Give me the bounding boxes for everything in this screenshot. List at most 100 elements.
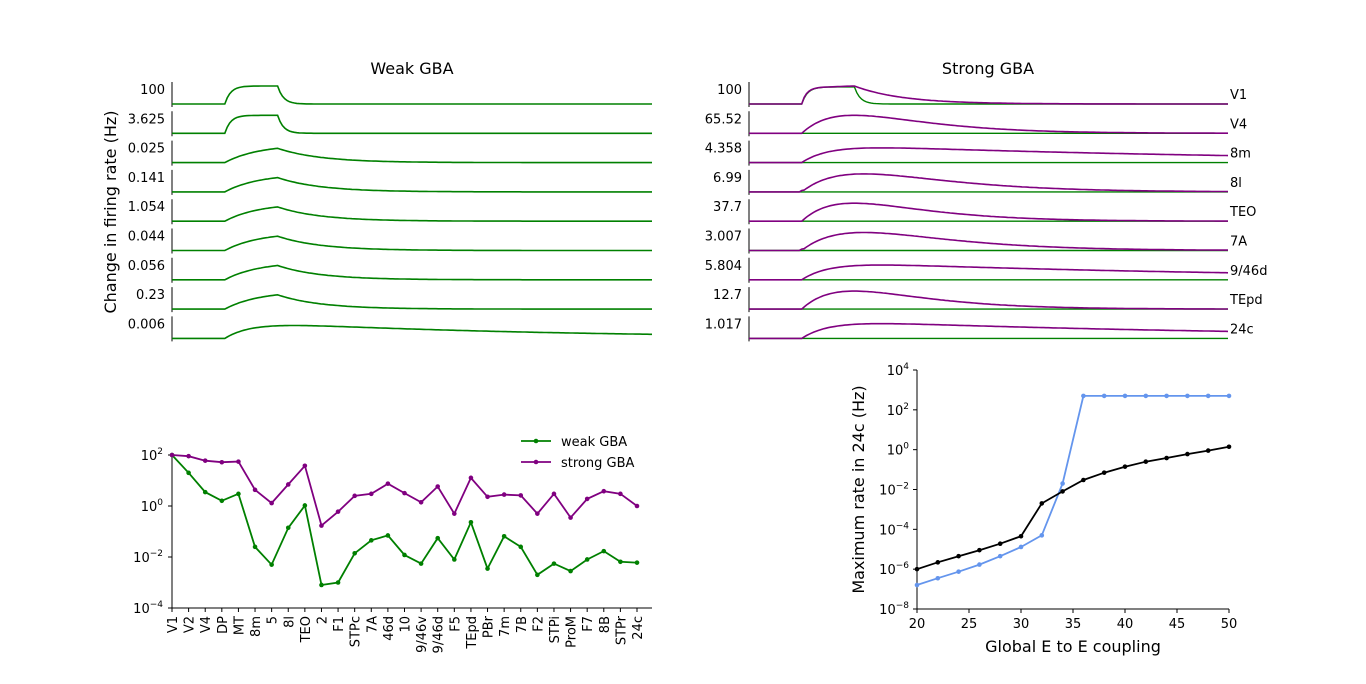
sweep-xtick-35: 35 xyxy=(1065,617,1082,632)
weak-trace-V1 xyxy=(172,85,652,105)
peak-label-7A: 3.007 xyxy=(705,230,742,245)
peak-label-V4: 3.625 xyxy=(128,112,165,127)
sweep-point-blue xyxy=(1164,393,1169,399)
peak-xtick-24c: 24c xyxy=(631,616,646,640)
weak-trace-TEpd xyxy=(172,293,652,310)
point-strong-GBA xyxy=(418,499,424,505)
point-strong-GBA xyxy=(269,500,274,506)
point-strong-GBA xyxy=(485,494,490,500)
sweep-point-blue xyxy=(914,582,920,588)
point-weak-GBA xyxy=(269,562,274,567)
weak-trace-7A xyxy=(172,235,652,252)
area-label-V4: V4 xyxy=(1230,117,1247,132)
point-strong-GBA xyxy=(551,491,557,497)
point-weak-GBA xyxy=(601,548,607,554)
peak-label-7A: 0.044 xyxy=(128,230,165,245)
point-weak-GBA xyxy=(535,572,540,578)
peak-xtick-F7: F7 xyxy=(581,616,596,632)
sweep-point-blue xyxy=(1018,544,1024,550)
point-strong-GBA xyxy=(452,511,457,516)
peak-xtick-8B: 8B xyxy=(598,616,613,633)
point-strong-GBA xyxy=(535,511,540,516)
legend-label-weak-GBA: weak GBA xyxy=(561,435,627,450)
area-label-8l: 8l xyxy=(1230,176,1242,191)
legend-label-strong-GBA: strong GBA xyxy=(561,456,634,471)
point-strong-GBA xyxy=(634,503,640,509)
point-strong-GBA xyxy=(319,523,324,528)
point-weak-GBA xyxy=(618,559,623,565)
point-weak-GBA xyxy=(568,568,573,574)
point-strong-GBA xyxy=(601,488,607,494)
strong-trace-TEpd xyxy=(749,290,1228,310)
point-weak-GBA xyxy=(584,557,590,562)
sweep-ytick-label: 10−6 xyxy=(879,561,909,578)
point-weak-GBA xyxy=(236,491,241,497)
peak-xtick-F2: F2 xyxy=(531,616,546,632)
area-label-8m: 8m xyxy=(1230,147,1251,162)
weak-trace-24c xyxy=(172,324,652,340)
peak-xtick-2: 2 xyxy=(315,616,330,624)
point-weak-GBA xyxy=(634,560,640,565)
point-strong-GBA xyxy=(252,487,258,493)
sweep-line-blue xyxy=(916,394,1229,586)
peak-label-TEO: 37.7 xyxy=(713,200,742,215)
point-weak-GBA xyxy=(452,557,457,562)
sweep-ytick-label: 10−8 xyxy=(879,601,909,618)
point-strong-GBA xyxy=(618,491,623,497)
sweep-point-blue xyxy=(977,562,982,567)
point-weak-GBA xyxy=(302,503,308,508)
point-strong-GBA xyxy=(302,463,308,469)
point-weak-GBA xyxy=(385,533,391,538)
sweep-point-black xyxy=(1143,459,1149,464)
peak-xtick-PBr: PBr xyxy=(482,615,497,638)
peak-label-24c: 0.006 xyxy=(128,317,165,332)
peak-label-8m: 0.025 xyxy=(128,142,165,157)
strong-trace-8m xyxy=(749,147,1229,164)
point-strong-GBA xyxy=(335,509,341,514)
peak-xtick-V2: V2 xyxy=(183,616,198,633)
point-weak-GBA xyxy=(518,544,524,550)
peak-xtick-ProM: ProM xyxy=(565,616,580,648)
sweep-point-black xyxy=(1122,464,1128,469)
strong-trace-TEO xyxy=(749,202,1228,222)
point-weak-GBA xyxy=(435,535,441,541)
sweep-point-blue xyxy=(1143,393,1149,399)
point-strong-GBA xyxy=(435,484,441,489)
area-label-7A: 7A xyxy=(1230,235,1247,250)
sweep-xtick-30: 30 xyxy=(1013,617,1030,632)
peak-label-8l: 6.99 xyxy=(713,171,742,186)
point-weak-GBA xyxy=(418,561,424,566)
point-strong-GBA xyxy=(518,493,524,498)
peak-label-8m: 4.358 xyxy=(705,142,742,157)
peak-label-8l: 0.141 xyxy=(128,171,165,186)
series-line-weak-GBA xyxy=(171,454,638,587)
sweep-point-black xyxy=(1060,489,1065,494)
peak-label-V1: 100 xyxy=(140,83,165,98)
sweep-ytick-label: 100 xyxy=(887,442,910,459)
sweep-point-black xyxy=(1101,470,1107,475)
sweep-point-black xyxy=(997,541,1003,546)
strong-trace-V4 xyxy=(749,114,1228,135)
sweep-point-black xyxy=(1081,477,1086,483)
point-weak-GBA xyxy=(186,470,191,476)
point-strong-GBA xyxy=(501,492,507,497)
peak-xtick-MT: MT xyxy=(232,616,247,635)
peak-ytick-label: 102 xyxy=(141,447,163,464)
peak-xtick-8m: 8m xyxy=(249,616,264,637)
peak-xtick-9/46v: 9/46v xyxy=(415,616,430,653)
peak-xtick-STPc: STPc xyxy=(349,616,364,647)
sweep-ytick-label: 102 xyxy=(887,402,909,419)
point-strong-GBA xyxy=(285,482,291,487)
area-label-TEpd: TEpd xyxy=(1229,293,1263,308)
sweep-ytick-label: 10−4 xyxy=(879,521,909,538)
sweep-ytick-label: 104 xyxy=(887,362,910,379)
peak-xtick-F1: F1 xyxy=(332,616,347,632)
strong-gba-title: Strong GBA xyxy=(942,59,1034,78)
peak-ytick-label: 10−2 xyxy=(133,549,163,566)
sweep-line-black xyxy=(916,445,1230,571)
point-strong-GBA xyxy=(186,453,191,459)
legend-marker xyxy=(533,438,539,444)
point-strong-GBA xyxy=(385,481,391,486)
peak-ytick-label: 100 xyxy=(141,498,164,515)
